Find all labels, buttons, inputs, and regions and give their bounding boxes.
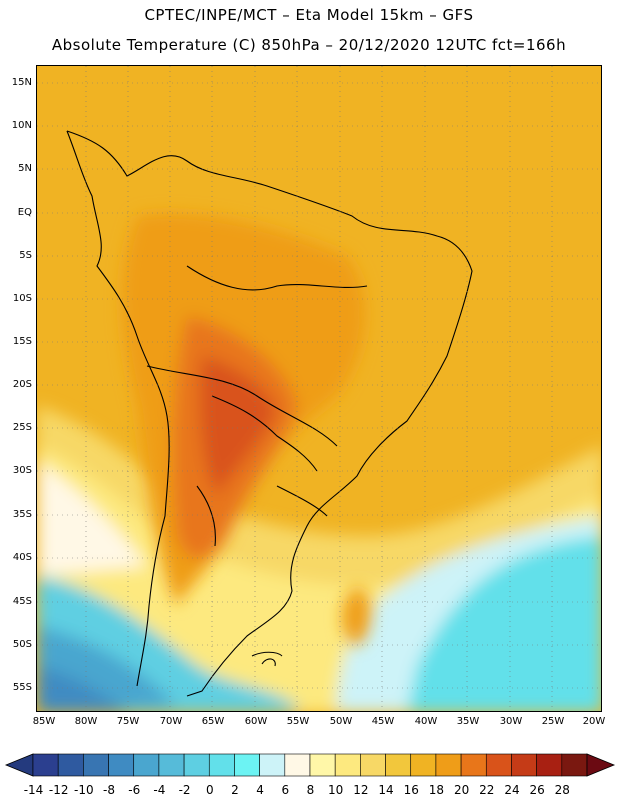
lon-label-80w: 80W <box>74 716 98 727</box>
colorbar-label: 28 <box>554 783 570 797</box>
lon-label-40w: 40W <box>414 716 438 727</box>
colorbar-label: 20 <box>453 783 470 797</box>
lat-label-55s: 55S <box>12 682 32 693</box>
lat-label-15n: 15N <box>11 77 32 88</box>
lat-label-10s: 10S <box>12 293 32 304</box>
map-title-line-1: CPTEC/INPE/MCT – Eta Model 15km – GFS <box>144 6 474 24</box>
colorbar-cell <box>259 753 286 777</box>
colorbar-cell <box>435 753 462 777</box>
lat-label-45s: 45S <box>12 596 32 607</box>
map-title-line-2: Absolute Temperature (C) 850hPa – 20/12/… <box>51 36 567 54</box>
lat-label-10n: 10N <box>11 120 32 131</box>
colorbar-cell <box>208 753 235 777</box>
colorbar-label: -12 <box>48 783 69 797</box>
field-18-20-patagonia <box>342 586 371 646</box>
colorbar-label: -4 <box>153 783 166 797</box>
colorbar-label: -8 <box>103 783 116 797</box>
field-minus8-minus6 <box>37 666 125 711</box>
lat-label-35s: 35S <box>12 509 32 520</box>
colorbar-cell <box>561 753 588 777</box>
colorbar-label: 24 <box>504 783 520 797</box>
colorbar-label: 18 <box>428 783 445 797</box>
colorbar-cell <box>485 753 512 777</box>
colorbar-cell <box>108 753 135 777</box>
lat-label-20s: 20S <box>12 379 32 390</box>
lat-label-5n: 5N <box>18 163 32 174</box>
field-22-24 <box>200 356 277 496</box>
lat-label-50s: 50S <box>12 639 32 650</box>
lat-label-40s: 40S <box>12 552 32 563</box>
colorbar-label: 26 <box>529 783 545 797</box>
lat-label-15s: 15S <box>12 336 32 347</box>
lon-label-25w: 25W <box>541 716 565 727</box>
lon-label-50w: 50W <box>329 716 353 727</box>
colorbar-label: 8 <box>306 783 315 797</box>
colorbar-cell <box>32 753 59 777</box>
colorbar-cell <box>511 753 537 777</box>
colorbar-cell <box>158 753 185 777</box>
colorbar-label: 14 <box>378 783 394 797</box>
colorbar-cell <box>133 753 160 777</box>
colorbar-left-arrow <box>4 753 34 777</box>
colorbar-label: 10 <box>328 783 344 797</box>
lon-label-70w: 70W <box>159 716 183 727</box>
colorbar-cell <box>385 753 412 777</box>
colorbar-cell <box>536 753 563 777</box>
lon-label-35w: 35W <box>456 716 480 727</box>
lon-label-75w: 75W <box>116 716 140 727</box>
colorbar-label: 16 <box>403 783 419 797</box>
colorbar-cell <box>284 753 311 777</box>
temperature-map <box>36 65 602 712</box>
colorbar-label: 12 <box>353 783 369 797</box>
colorbar-cell <box>460 753 487 777</box>
colorbar-cell <box>234 753 260 777</box>
lat-label-25s: 25S <box>12 422 32 433</box>
map-canvas <box>37 66 601 711</box>
colorbar-cell <box>360 753 386 777</box>
colorbar-label: 4 <box>256 783 264 797</box>
colorbar-cell <box>309 753 336 777</box>
colorbar-cell <box>83 753 109 777</box>
colorbar-cell <box>334 753 361 777</box>
field-6-8-west <box>37 461 147 576</box>
colorbar-cell <box>183 753 210 777</box>
colorbar-label: -14 <box>23 783 44 797</box>
lat-label-5s: 5S <box>19 250 32 261</box>
colorbar-label: 2 <box>231 783 239 797</box>
lon-label-20w: 20W <box>582 716 606 727</box>
colorbar-right-arrow <box>586 753 616 777</box>
lon-label-85w: 85W <box>32 716 56 727</box>
temperature-colorbar <box>4 753 616 777</box>
colorbar-cells <box>32 753 588 777</box>
lon-label-45w: 45W <box>371 716 395 727</box>
colorbar-cell <box>57 753 84 777</box>
colorbar-cell <box>410 753 437 777</box>
lon-label-55w: 55W <box>286 716 310 727</box>
lat-label-eq: EQ <box>17 207 32 218</box>
field-0-2-east <box>407 536 601 711</box>
colorbar-label: -10 <box>74 783 94 797</box>
lon-label-65w: 65W <box>201 716 225 727</box>
lat-label-30s: 30S <box>12 465 32 476</box>
colorbar-label: -6 <box>128 783 141 797</box>
lon-label-60w: 60W <box>244 716 268 727</box>
colorbar-label: -2 <box>178 783 191 797</box>
colorbar-label: 0 <box>205 783 214 797</box>
lon-label-30w: 30W <box>499 716 523 727</box>
colorbar-label: 22 <box>479 783 495 797</box>
colorbar-label: 6 <box>281 783 290 797</box>
